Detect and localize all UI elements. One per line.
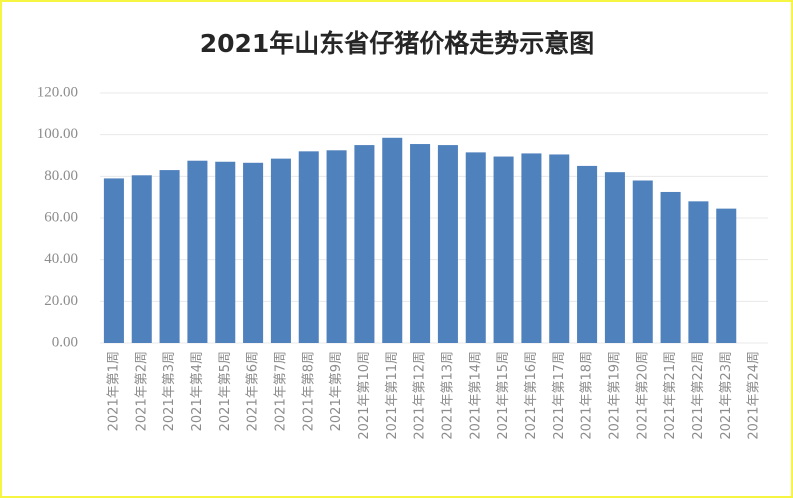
x-tick-label: 2021年第20周 <box>635 351 650 440</box>
x-tick-label: 2021年第3周 <box>162 351 177 431</box>
bar <box>688 201 709 343</box>
bar <box>632 180 653 343</box>
x-tick-label: 2021年第15周 <box>496 351 511 440</box>
bar <box>159 170 180 343</box>
bar <box>131 175 152 343</box>
bar <box>493 156 514 343</box>
bar <box>577 165 598 343</box>
x-tick-label: 2021年第21周 <box>663 351 678 440</box>
y-tick-label: 40.00 <box>44 251 78 267</box>
bar <box>298 151 319 343</box>
x-tick-label: 2021年第16周 <box>524 351 539 440</box>
bar <box>410 144 431 343</box>
bar <box>437 145 458 343</box>
chart-title: 2021年山东省仔猪价格走势示意图 <box>200 29 595 58</box>
y-tick-label: 0.00 <box>52 334 78 350</box>
x-tick-label: 2021年第19周 <box>607 351 622 440</box>
x-tick-label: 2021年第1周 <box>106 351 121 431</box>
y-tick-label: 80.00 <box>44 168 78 184</box>
bar <box>270 158 291 343</box>
y-tick-label: 120.00 <box>37 84 78 100</box>
x-tick-label: 2021年第17周 <box>552 351 567 440</box>
bar <box>660 191 681 343</box>
x-tick-label: 2021年第23周 <box>719 351 734 440</box>
x-tick-label: 2021年第13周 <box>440 351 455 440</box>
x-tick-label: 2021年第7周 <box>273 351 288 431</box>
x-tick-label: 2021年第5周 <box>218 351 233 431</box>
x-tick-label: 2021年第11周 <box>385 351 400 440</box>
x-tick-label: 2021年第10周 <box>357 351 372 440</box>
bar <box>716 208 737 343</box>
x-tick-label: 2021年第24周 <box>747 351 762 440</box>
bar <box>465 152 486 343</box>
x-tick-label: 2021年第2周 <box>134 351 149 431</box>
x-tick-label: 2021年第8周 <box>301 351 316 431</box>
bar <box>187 160 208 343</box>
y-tick-label: 100.00 <box>37 126 78 142</box>
bar <box>215 161 236 343</box>
bar <box>103 178 124 343</box>
y-tick-label: 20.00 <box>44 293 78 309</box>
x-tick-label: 2021年第14周 <box>468 351 483 440</box>
x-tick-label: 2021年第12周 <box>413 351 428 440</box>
bar <box>604 172 625 343</box>
x-tick-label: 2021年第18周 <box>580 351 595 440</box>
x-tick-label: 2021年第22周 <box>691 351 706 440</box>
bar <box>521 153 542 343</box>
bar <box>354 145 375 343</box>
x-tick-label: 2021年第9周 <box>329 351 344 431</box>
x-tick-label: 2021年第4周 <box>190 351 205 431</box>
bar <box>326 150 347 343</box>
y-tick-label: 60.00 <box>44 209 78 225</box>
bar <box>243 162 264 343</box>
bar <box>549 154 570 343</box>
x-tick-label: 2021年第6周 <box>246 351 261 431</box>
bar <box>382 137 403 343</box>
